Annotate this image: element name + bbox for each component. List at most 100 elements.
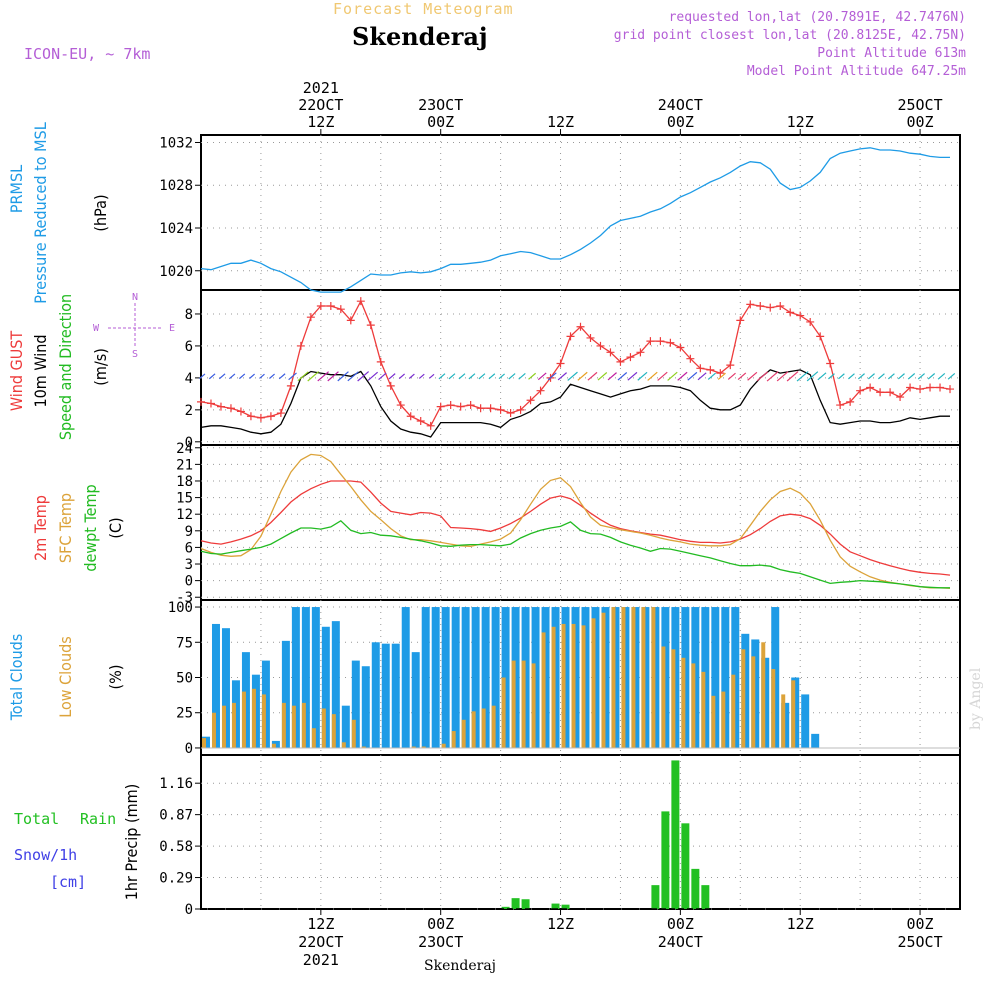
wind-speed-line xyxy=(200,369,950,438)
wind-gust-marker xyxy=(746,300,755,309)
precip-snow-label: Snow/1h xyxy=(14,846,77,864)
wind-direction-arrow xyxy=(259,373,265,379)
total-cloud-bar xyxy=(461,607,470,748)
rain-bar xyxy=(551,903,560,909)
temperature-ytick-label: 21 xyxy=(176,457,193,473)
wind-gust-label: Wind GUST xyxy=(7,331,26,412)
wind-direction-arrow xyxy=(307,371,320,382)
precip-ytick-label: 0.58 xyxy=(159,839,193,855)
wind-gust-marker xyxy=(906,383,915,392)
clouds-ytick-label: 75 xyxy=(176,635,193,651)
wind-gust-marker xyxy=(296,341,305,350)
wind-gust-marker xyxy=(476,404,485,413)
wind-gust-marker xyxy=(406,412,415,421)
wind-direction-arrow xyxy=(838,373,845,380)
wind-gust-marker xyxy=(636,348,645,357)
pressure-ytick-label: 1020 xyxy=(159,264,193,280)
pressure-frame xyxy=(200,134,961,291)
point-altitude: Point Altitude 613m xyxy=(817,46,966,61)
low-cloud-bar xyxy=(791,680,796,748)
low-cloud-bar xyxy=(521,660,526,748)
wind-direction-arrow xyxy=(927,373,936,380)
low-cloud-bar xyxy=(221,705,226,748)
total-cloud-bar xyxy=(411,652,420,748)
wind-direction-arrow xyxy=(518,372,526,380)
wind-gust-marker xyxy=(676,343,685,352)
low-clouds-label: Low Clouds xyxy=(56,636,75,718)
wind-direction-arrow xyxy=(428,373,435,379)
wind-direction-arrow xyxy=(408,373,415,379)
wind-gust-marker xyxy=(206,399,215,408)
wind-gust-marker xyxy=(386,381,395,390)
top-axis-day: 25OCT xyxy=(897,96,942,114)
wind-gust-marker xyxy=(536,386,545,395)
wind-direction-arrow xyxy=(707,372,717,380)
total-cloud-bar xyxy=(801,694,810,748)
closest-grid-point: grid point closest lon,lat (20.8125E, 42… xyxy=(613,28,966,43)
wind-direction-arrow xyxy=(327,371,339,382)
low-cloud-bar xyxy=(601,612,606,748)
temperature-frame xyxy=(200,444,961,601)
low-cloud-bar xyxy=(241,691,246,748)
low-cloud-bar xyxy=(311,728,316,748)
wind-gust-marker xyxy=(836,401,845,410)
low-cloud-bar xyxy=(591,618,596,748)
precip-ytick-label: 0 xyxy=(185,902,193,918)
wind-direction-arrow xyxy=(907,373,916,380)
low-cloud-bar xyxy=(681,657,686,748)
wind-gust-marker xyxy=(806,317,815,326)
low-cloud-bar xyxy=(701,671,706,748)
wind-gust-marker xyxy=(436,402,445,411)
wind-direction-arrow xyxy=(667,371,678,381)
wind-direction-arrow xyxy=(817,372,827,381)
pressure-ytick-label: 1028 xyxy=(159,178,193,194)
precip-ytick-label: 0.87 xyxy=(159,808,193,824)
top-axis-hour: 00Z xyxy=(667,113,694,131)
low-cloud-bar xyxy=(411,746,416,748)
wind-direction-arrow xyxy=(528,372,537,380)
low-cloud-bar xyxy=(481,708,486,748)
footer-location: Skenderaj xyxy=(424,958,497,974)
wind-gust-marker xyxy=(396,401,405,410)
low-cloud-bar xyxy=(611,607,616,748)
wind-direction-arrow xyxy=(877,373,885,380)
bottom-axis-year: 2021 xyxy=(303,951,339,969)
compass-e: E xyxy=(169,323,175,334)
low-cloud-bar xyxy=(641,607,646,748)
temperature-ytick-label: 0 xyxy=(185,574,193,590)
temp-sfc-label: SFC Temp xyxy=(56,493,75,563)
wind-gust-marker xyxy=(286,381,295,390)
clouds-ytick-label: 25 xyxy=(176,706,193,722)
bottom-axis-hour: 12Z xyxy=(547,915,574,933)
wind-gust-marker xyxy=(376,357,385,366)
wind-direction-arrow xyxy=(747,371,758,381)
wind-gust-marker xyxy=(846,397,855,406)
wind-direction-arrow xyxy=(587,371,598,381)
top-axis-day: 22OCT xyxy=(298,96,343,114)
wind-gust-marker xyxy=(926,383,935,392)
wind-gust-marker xyxy=(816,332,825,341)
wind-direction-arrow xyxy=(398,373,406,380)
wind-direction-arrow xyxy=(766,371,779,382)
low-cloud-bar xyxy=(621,607,626,748)
wind-direction-arrow xyxy=(438,373,446,380)
wind-gust-marker xyxy=(696,364,705,373)
clouds-unit: (%) xyxy=(106,665,125,690)
wind-gust-marker xyxy=(256,413,265,422)
total-cloud-bar xyxy=(431,607,440,748)
rain-bar xyxy=(651,885,660,909)
wind-direction-arrow xyxy=(867,373,875,380)
wind-gust-marker xyxy=(776,301,785,310)
temperature-ytick-label: 18 xyxy=(176,474,193,490)
low-cloud-bar xyxy=(731,674,736,748)
low-cloud-bar xyxy=(271,743,276,748)
low-cloud-bar xyxy=(321,708,326,748)
wind-direction-arrow xyxy=(806,371,819,382)
wind-direction-arrow xyxy=(249,373,255,379)
low-cloud-bar xyxy=(231,702,236,748)
wind-ytick-label: 4 xyxy=(185,371,193,387)
rain-bar xyxy=(511,898,520,909)
wind-direction-arrow xyxy=(488,373,496,380)
wind-direction-arrow xyxy=(937,372,946,380)
